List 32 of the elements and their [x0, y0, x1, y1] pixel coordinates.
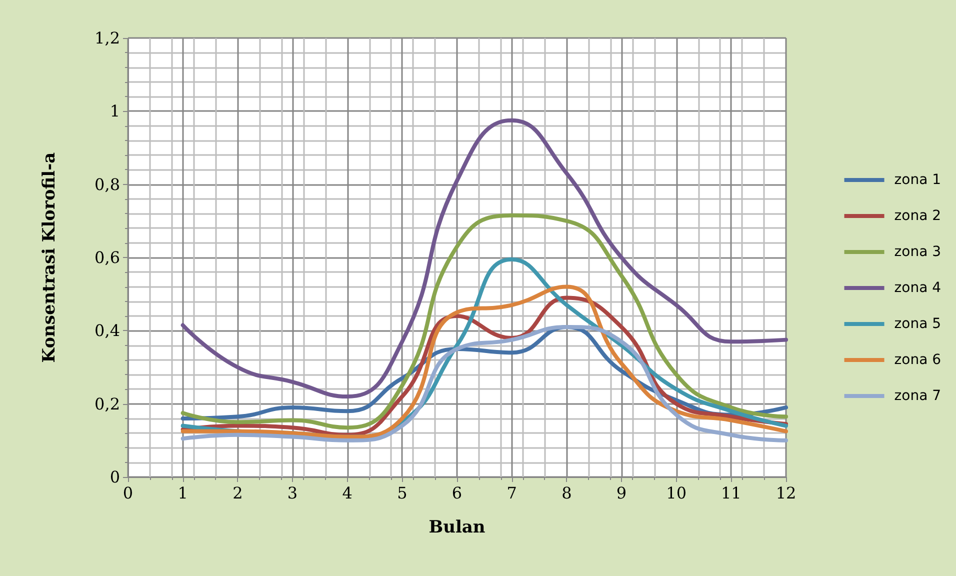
line-series — [180, 118, 788, 399]
legend-label: zona 7 — [894, 388, 942, 404]
y-tick-label: 1,2 — [94, 28, 120, 48]
y-tick-label: 0 — [110, 468, 120, 486]
x-axis-title: Bulan — [428, 518, 486, 538]
legend-label: zona 6 — [894, 352, 942, 368]
line-series — [180, 213, 788, 430]
y-tick-label: 0,6 — [94, 248, 120, 267]
x-tick-label: 7 — [506, 484, 517, 502]
x-tick-label: 8 — [562, 484, 572, 502]
legend-label: zona 5 — [894, 316, 942, 332]
legend-label: zona 3 — [894, 244, 942, 260]
legend-label: zona 4 — [894, 280, 942, 296]
x-tick-label: 0 — [122, 484, 134, 502]
legend-label: zona 1 — [894, 172, 942, 188]
x-tick-label: 3 — [287, 484, 298, 502]
x-tick-label: 12 — [776, 484, 796, 502]
x-tick-label: 1 — [178, 484, 188, 502]
line-series — [180, 325, 788, 442]
x-tick-label: 10 — [666, 484, 687, 502]
y-tick-label: 1 — [110, 102, 120, 121]
y-tick-label: 0,4 — [94, 321, 120, 340]
x-tick-label: 11 — [720, 484, 742, 502]
x-tick-label: 5 — [397, 484, 408, 502]
x-tick-label: 2 — [232, 484, 243, 502]
x-tick-label: 4 — [342, 484, 352, 502]
y-tick-label: 0,8 — [94, 174, 120, 194]
x-tick-label: 6 — [452, 484, 462, 502]
legend-label: zona 2 — [894, 208, 942, 224]
x-tick-label: 9 — [616, 484, 627, 502]
y-axis-title: Konsentrasi Klorofil-a — [40, 152, 60, 363]
y-tick-label: 0,2 — [94, 394, 120, 414]
